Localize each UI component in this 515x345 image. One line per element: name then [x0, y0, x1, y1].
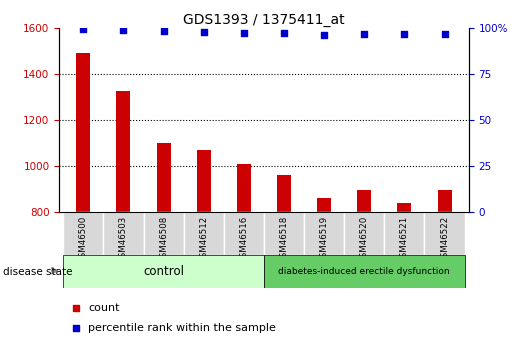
Text: disease state: disease state	[3, 267, 72, 277]
Point	[280, 30, 288, 36]
Bar	[144, 212, 184, 255]
Text: GSM46522: GSM46522	[440, 216, 449, 263]
Bar	[157, 143, 170, 212]
Text: GSM46503: GSM46503	[119, 216, 128, 263]
Bar	[384, 212, 424, 255]
Text: GSM46520: GSM46520	[360, 216, 369, 263]
Point	[440, 31, 449, 36]
Bar	[357, 190, 371, 212]
Bar	[224, 212, 264, 255]
Text: GSM46516: GSM46516	[239, 216, 248, 263]
Bar	[184, 212, 224, 255]
Text: GSM46519: GSM46519	[320, 216, 329, 263]
Point	[320, 32, 328, 37]
Text: percentile rank within the sample: percentile rank within the sample	[88, 323, 276, 333]
Bar	[237, 164, 251, 212]
Text: GSM46521: GSM46521	[400, 216, 409, 263]
Text: GSM46500: GSM46500	[79, 216, 88, 263]
Point	[72, 325, 80, 331]
Bar	[264, 255, 465, 288]
Point	[160, 29, 168, 34]
Bar	[317, 198, 331, 212]
Point	[200, 29, 208, 34]
Bar	[197, 150, 211, 212]
Point	[400, 31, 408, 37]
Point	[240, 30, 248, 36]
Bar	[116, 91, 130, 212]
Point	[360, 31, 368, 36]
Bar	[424, 212, 465, 255]
Point	[79, 27, 88, 32]
Bar	[277, 175, 291, 212]
Title: GDS1393 / 1375411_at: GDS1393 / 1375411_at	[183, 12, 345, 27]
Point	[119, 28, 128, 33]
Text: count: count	[88, 303, 119, 313]
Text: GSM46518: GSM46518	[280, 216, 288, 263]
Bar	[104, 212, 144, 255]
Bar	[438, 189, 452, 212]
Bar	[63, 212, 104, 255]
Bar	[344, 212, 384, 255]
Bar	[398, 203, 411, 212]
Text: control: control	[143, 265, 184, 278]
Text: GSM46508: GSM46508	[159, 216, 168, 263]
Bar	[304, 212, 344, 255]
Text: diabetes-induced erectile dysfunction: diabetes-induced erectile dysfunction	[279, 267, 450, 276]
Bar	[63, 255, 264, 288]
Text: GSM46512: GSM46512	[199, 216, 208, 263]
Bar	[264, 212, 304, 255]
Bar	[76, 53, 90, 212]
Point	[72, 306, 80, 311]
